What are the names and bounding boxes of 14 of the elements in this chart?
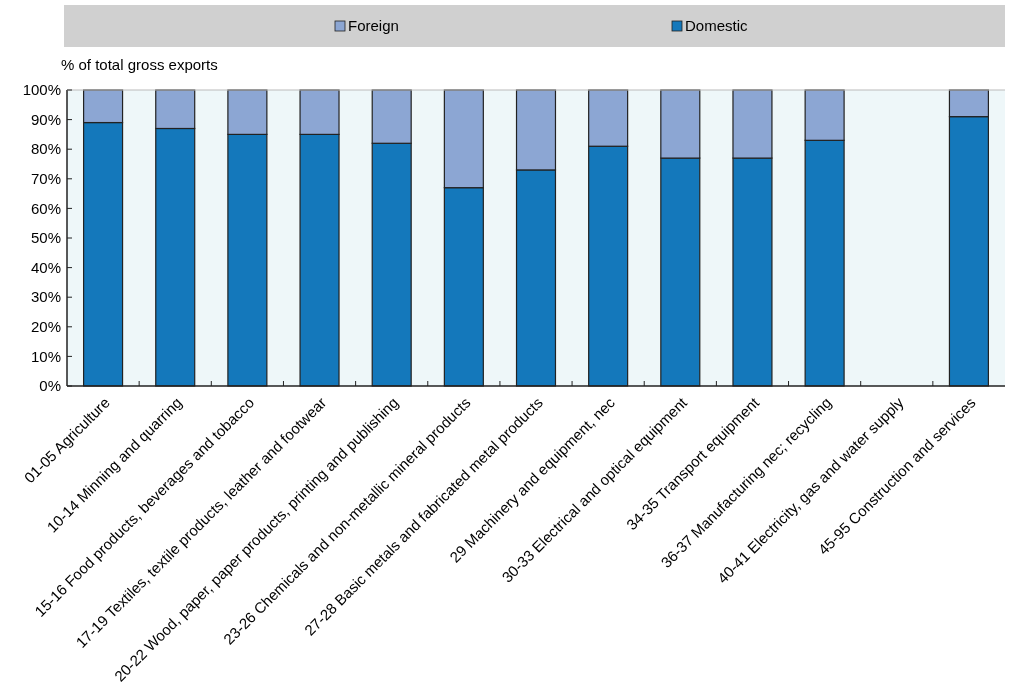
y-tick-label: 0% [39,377,61,395]
legend-label: Foreign [348,16,399,34]
y-tick-label: 20% [30,318,61,336]
y-tick-label: 40% [30,258,61,276]
y-tick-label: 10% [30,347,61,365]
y-tick-label: 70% [30,170,61,188]
y-axis-title: % of total gross exports [61,56,218,73]
y-tick-label: 80% [30,140,61,158]
legend-label: Domestic [685,16,749,34]
y-tick-label: 30% [30,288,61,306]
y-tick-label: 100% [22,81,61,99]
y-tick-label: 90% [30,110,61,128]
y-tick-label: 60% [30,199,61,217]
y-tick-label: 50% [30,229,61,247]
